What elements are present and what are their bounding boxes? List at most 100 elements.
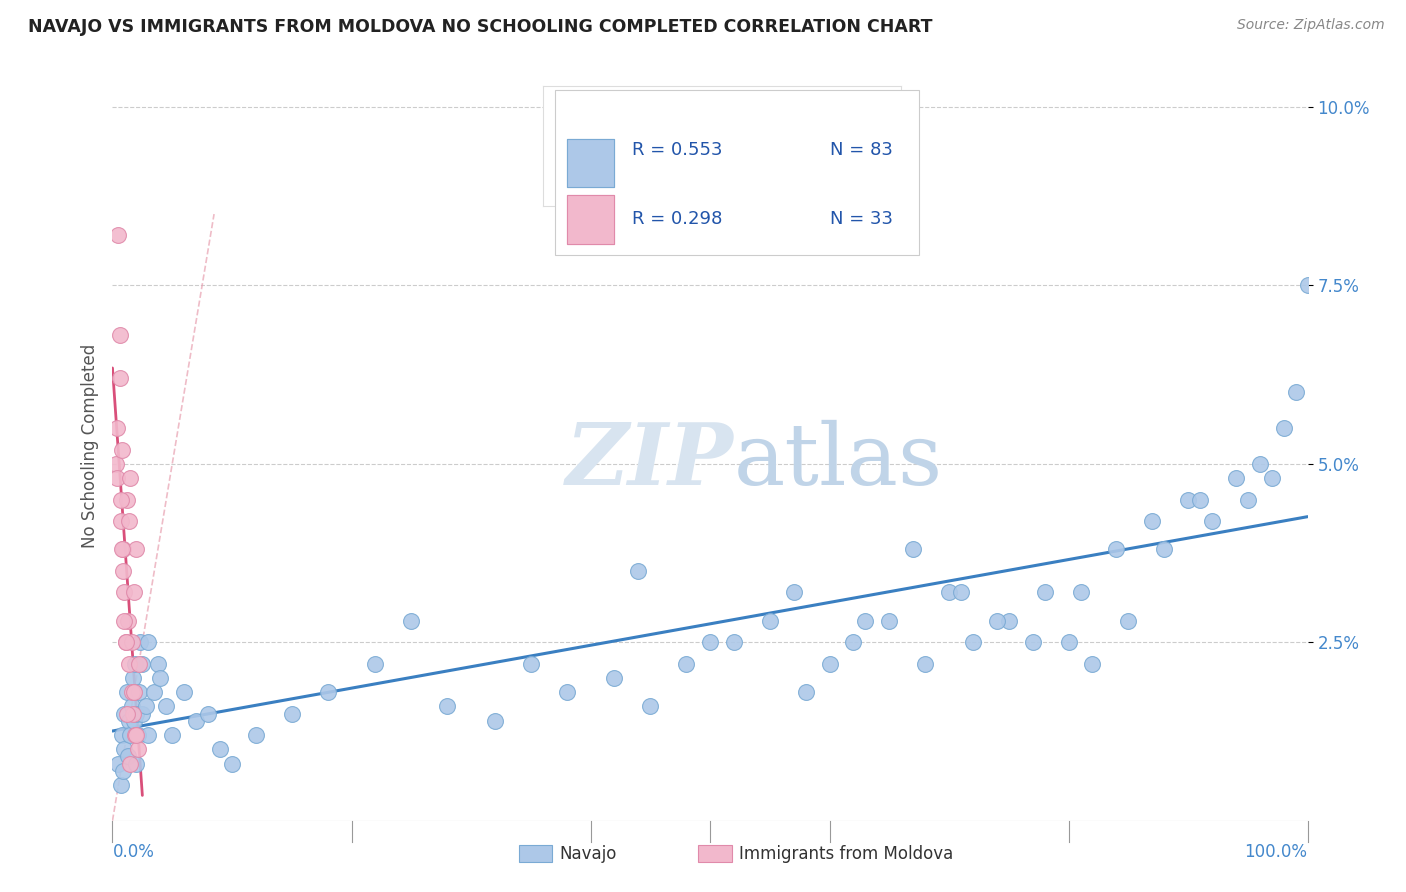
Point: [114, 706, 135, 721]
Point: [699, 635, 721, 649]
Point: [914, 657, 936, 671]
Point: [221, 756, 243, 771]
Point: [1070, 585, 1092, 599]
Point: [128, 657, 150, 671]
FancyBboxPatch shape: [699, 846, 731, 862]
Point: [1033, 585, 1056, 599]
Point: [603, 671, 626, 685]
Point: [173, 685, 195, 699]
Point: [127, 742, 149, 756]
Point: [107, 228, 129, 243]
Point: [855, 614, 877, 628]
Point: [107, 756, 129, 771]
Point: [108, 371, 131, 385]
Point: [1201, 514, 1223, 528]
Point: [129, 635, 152, 649]
Point: [759, 614, 782, 628]
Point: [1057, 635, 1080, 649]
Point: [125, 756, 148, 771]
Point: [112, 764, 135, 778]
Point: [484, 714, 506, 728]
Point: [162, 728, 183, 742]
Point: [1249, 457, 1271, 471]
Point: [146, 657, 169, 671]
Point: [105, 471, 128, 485]
Point: [1272, 421, 1295, 435]
Point: [555, 685, 578, 699]
Point: [138, 728, 160, 742]
Text: R = 0.298: R = 0.298: [633, 210, 723, 228]
Point: [520, 657, 543, 671]
Point: [114, 635, 136, 649]
Point: [120, 728, 142, 742]
Point: [209, 742, 232, 756]
Point: [125, 728, 148, 742]
Text: R = 0.553: R = 0.553: [633, 141, 723, 159]
Point: [121, 699, 143, 714]
Point: [105, 421, 128, 435]
Point: [118, 514, 141, 528]
Point: [1189, 492, 1212, 507]
Point: [1177, 492, 1199, 507]
Point: [1118, 614, 1140, 628]
Text: NAVAJO VS IMMIGRANTS FROM MOLDOVA NO SCHOOLING COMPLETED CORRELATION CHART: NAVAJO VS IMMIGRANTS FROM MOLDOVA NO SCH…: [28, 18, 932, 36]
Point: [110, 492, 132, 507]
Point: [281, 706, 304, 721]
Point: [122, 585, 145, 599]
Point: [149, 671, 172, 685]
Point: [1142, 514, 1164, 528]
Point: [117, 749, 139, 764]
Point: [794, 685, 817, 699]
Text: atlas: atlas: [734, 419, 943, 502]
Point: [1105, 542, 1128, 557]
Point: [627, 564, 650, 578]
Point: [316, 685, 339, 699]
Point: [131, 706, 153, 721]
Point: [1237, 492, 1260, 507]
Point: [138, 635, 160, 649]
Text: Immigrants from Moldova: Immigrants from Moldova: [738, 845, 953, 863]
FancyBboxPatch shape: [567, 139, 614, 187]
Point: [118, 714, 141, 728]
Point: [121, 685, 143, 699]
Point: [128, 685, 150, 699]
Point: [143, 685, 166, 699]
Point: [401, 614, 423, 628]
Point: [197, 706, 219, 721]
Point: [1296, 278, 1319, 293]
Point: [1261, 471, 1284, 485]
Point: [842, 635, 865, 649]
Point: [111, 442, 134, 457]
Point: [122, 685, 145, 699]
Point: [1285, 385, 1308, 400]
Point: [1081, 657, 1104, 671]
Point: [111, 542, 134, 557]
FancyBboxPatch shape: [519, 846, 553, 862]
Y-axis label: No Schooling Completed: No Schooling Completed: [80, 344, 98, 548]
Point: [1153, 542, 1175, 557]
Point: [879, 614, 901, 628]
Point: [364, 657, 387, 671]
Point: [121, 671, 143, 685]
Point: [121, 635, 143, 649]
Point: [122, 685, 145, 699]
Point: [125, 542, 148, 557]
Point: [245, 728, 267, 742]
Point: [108, 328, 131, 343]
Point: [110, 778, 132, 792]
Point: [120, 756, 142, 771]
Point: [112, 542, 135, 557]
Text: Navajo: Navajo: [560, 845, 617, 863]
Point: [124, 657, 146, 671]
Point: [938, 585, 960, 599]
Point: [782, 585, 804, 599]
Text: 0.0%: 0.0%: [112, 843, 155, 861]
Point: [120, 471, 142, 485]
Text: N = 33: N = 33: [830, 210, 893, 228]
Point: [998, 614, 1021, 628]
Point: [436, 699, 458, 714]
Text: N = 83: N = 83: [830, 141, 893, 159]
Point: [117, 614, 139, 628]
Point: [115, 706, 138, 721]
Point: [114, 614, 135, 628]
